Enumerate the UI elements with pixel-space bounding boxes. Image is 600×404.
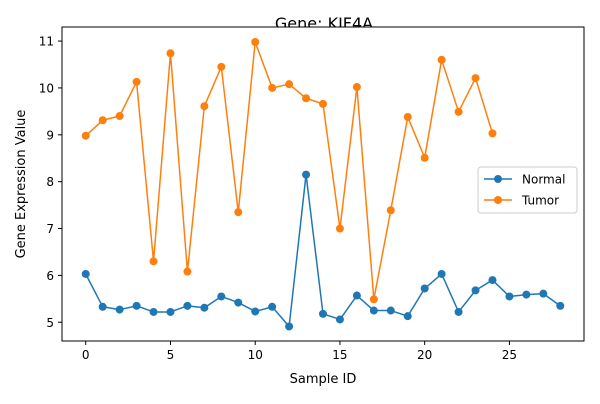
data-point-normal	[149, 307, 158, 316]
legend-label-tumor: Tumor	[521, 194, 559, 208]
data-point-tumor	[81, 131, 90, 140]
x-axis-label: Sample ID	[290, 372, 357, 387]
data-point-normal	[505, 292, 514, 301]
data-point-normal	[556, 301, 565, 310]
y-axis-label: Gene Expression Value	[14, 110, 29, 259]
data-point-normal	[471, 286, 480, 295]
x-tick-label: 20	[417, 348, 432, 362]
data-point-tumor	[335, 224, 344, 233]
data-point-tumor	[285, 80, 294, 89]
data-point-normal	[285, 322, 294, 331]
data-point-tumor	[166, 49, 175, 58]
series-tumor	[81, 37, 497, 304]
data-point-normal	[234, 298, 243, 307]
data-point-tumor	[234, 208, 243, 217]
data-point-tumor	[115, 112, 124, 121]
y-tick-label: 10	[39, 81, 54, 95]
data-point-normal	[166, 307, 175, 316]
y-tick-label: 6	[46, 269, 54, 283]
data-point-tumor	[488, 129, 497, 138]
data-point-normal	[268, 302, 277, 311]
data-point-normal	[302, 170, 311, 179]
data-point-normal	[454, 307, 463, 316]
y-tick-label: 7	[46, 222, 54, 236]
data-point-normal	[251, 307, 260, 316]
data-point-tumor	[420, 153, 429, 162]
data-point-normal	[335, 315, 344, 324]
data-point-normal	[437, 269, 446, 278]
data-point-tumor	[217, 62, 226, 71]
data-point-tumor	[369, 295, 378, 304]
data-point-tumor	[437, 55, 446, 64]
data-point-normal	[98, 302, 107, 311]
data-point-normal	[420, 284, 429, 293]
data-point-normal	[386, 306, 395, 315]
x-tick-label: 15	[332, 348, 347, 362]
plot-frame	[61, 26, 585, 342]
data-point-normal	[352, 291, 361, 300]
data-point-normal	[539, 289, 548, 298]
data-point-tumor	[302, 94, 311, 103]
data-point-tumor	[98, 116, 107, 125]
x-tick-label: 10	[248, 348, 263, 362]
data-point-normal	[488, 276, 497, 285]
series-layer	[81, 37, 565, 331]
data-point-normal	[183, 301, 192, 310]
data-point-tumor	[454, 107, 463, 116]
data-point-normal	[522, 290, 531, 299]
data-point-normal	[81, 269, 90, 278]
data-point-normal	[319, 309, 327, 318]
data-point-tumor	[183, 267, 192, 276]
data-point-normal	[200, 303, 209, 312]
data-point-tumor	[132, 77, 141, 86]
data-point-tumor	[319, 99, 327, 108]
legend-label-normal: Normal	[522, 173, 565, 187]
x-tick-label: 0	[82, 348, 90, 362]
data-point-tumor	[268, 83, 277, 92]
legend: Normal Tumor	[477, 166, 578, 214]
series-normal	[81, 170, 565, 331]
y-tick-label: 9	[46, 128, 54, 142]
x-tick-label: 25	[502, 348, 517, 362]
data-point-tumor	[149, 257, 158, 266]
data-point-tumor	[386, 206, 395, 215]
legend-marker-normal	[494, 175, 502, 183]
data-point-tumor	[200, 102, 209, 111]
y-tick-label: 5	[46, 316, 54, 330]
data-point-normal	[369, 306, 378, 315]
data-point-tumor	[251, 37, 260, 46]
axes-layer: 0 5 10 15 20 25 5 6 7 8 9 10 11	[39, 35, 517, 362]
y-tick-label: 11	[39, 35, 54, 49]
legend-marker-tumor	[494, 196, 502, 204]
data-point-tumor	[403, 112, 412, 121]
data-point-normal	[403, 312, 412, 321]
data-point-normal	[115, 305, 124, 314]
data-point-tumor	[352, 82, 361, 91]
y-tick-label: 8	[46, 175, 54, 189]
data-point-normal	[132, 301, 141, 310]
data-point-tumor	[471, 74, 480, 83]
data-point-normal	[217, 292, 226, 301]
x-tick-label: 5	[167, 348, 175, 362]
